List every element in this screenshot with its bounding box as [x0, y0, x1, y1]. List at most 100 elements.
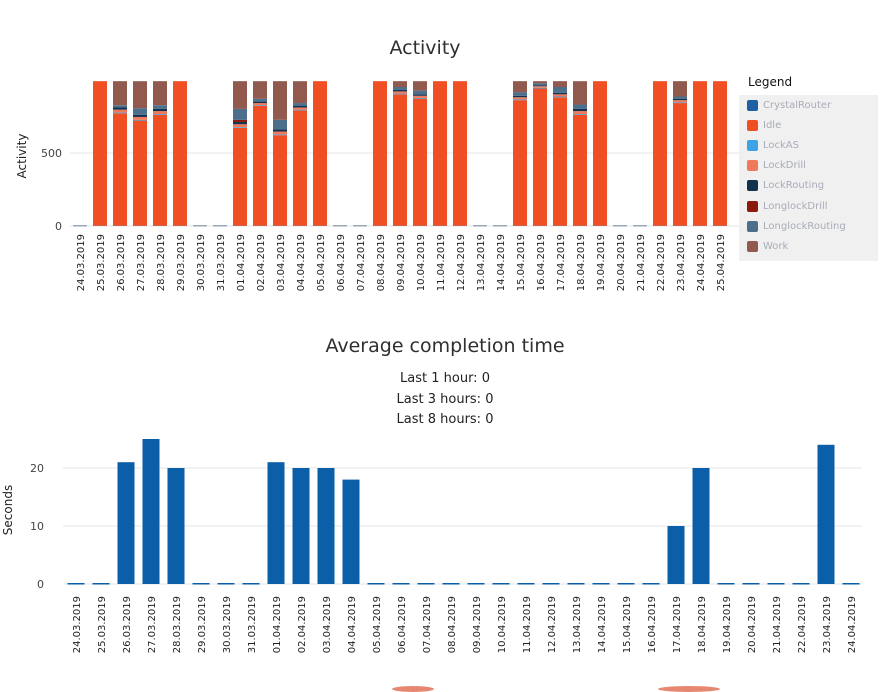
- bar-segment-lockas: [673, 102, 687, 103]
- x-tick-label: 06.04.2019: [336, 234, 347, 291]
- bar-segment-lockdrill: [413, 96, 427, 98]
- x-tick-label: 17.04.2019: [556, 234, 567, 291]
- bottom-chart-hint: [392, 686, 434, 692]
- bar: [568, 583, 585, 585]
- x-tick-label: 14.04.2019: [597, 596, 608, 653]
- bar-segment-idle: [253, 106, 267, 226]
- bar: [368, 583, 385, 585]
- x-tick-label: 25.04.2019: [716, 234, 727, 291]
- legend-item-lockas[interactable]: LockAS: [747, 138, 799, 152]
- completion-chart-title: Average completion time: [0, 335, 890, 357]
- x-tick-label: 07.04.2019: [356, 234, 367, 291]
- legend-item-lockrouting[interactable]: LockRouting: [747, 179, 824, 193]
- legend-item-work[interactable]: Work: [747, 239, 788, 253]
- bar-segment-lockdrill: [233, 124, 247, 127]
- x-tick-label: 29.03.2019: [197, 596, 208, 653]
- x-tick-label: 12.04.2019: [547, 596, 558, 653]
- bar-segment-idle: [373, 81, 387, 226]
- bar-segment-lockrouting: [253, 102, 267, 103]
- bar-segment-longlockrouting: [553, 87, 567, 93]
- x-tick-label: 09.04.2019: [396, 234, 407, 291]
- y-tick-label: 0: [37, 578, 44, 591]
- bar-segment-work: [673, 81, 687, 96]
- x-tick-label: 30.03.2019: [196, 234, 207, 291]
- x-tick-label: 21.04.2019: [636, 234, 647, 291]
- bar-segment-lockrouting: [573, 109, 587, 111]
- x-tick-label: 19.04.2019: [722, 596, 733, 653]
- bar-segment-lockrouting: [113, 107, 127, 109]
- bar-segment-longlockrouting: [413, 91, 427, 95]
- bar: [643, 583, 660, 585]
- legend-item-longlockdrill[interactable]: LonglockDrill: [747, 199, 828, 213]
- legend-swatch: [747, 201, 758, 212]
- bar-segment-lockas: [553, 96, 567, 97]
- legend-label: LockRouting: [763, 180, 824, 191]
- bar-segment-longlockrouting: [153, 105, 167, 109]
- bar-segment-longlockrouting: [253, 99, 267, 102]
- bar: [193, 583, 210, 585]
- bar-segment-lockrouting: [553, 93, 567, 94]
- x-tick-label: 25.03.2019: [96, 234, 107, 291]
- bar-segment-lockdrill: [393, 91, 407, 93]
- legend-item-idle[interactable]: Idle: [747, 118, 781, 132]
- bar-segment-lockas: [233, 127, 247, 128]
- x-tick-label: 31.03.2019: [247, 596, 258, 653]
- legend-swatch: [747, 160, 758, 171]
- x-tick-label: 05.04.2019: [316, 234, 327, 291]
- bar-segment-idle: [133, 121, 147, 226]
- bar-segment-idle: [713, 81, 727, 226]
- bar-segment-lockrouting: [153, 109, 167, 111]
- bar-segment-idle: [173, 81, 187, 226]
- x-tick-label: 11.04.2019: [522, 596, 533, 653]
- bar-segment-idle: [153, 115, 167, 226]
- x-tick-label: 16.04.2019: [647, 596, 658, 653]
- bar: [818, 445, 835, 584]
- x-tick-label: 01.04.2019: [236, 234, 247, 291]
- x-tick-label: 17.04.2019: [672, 596, 683, 653]
- legend-swatch: [747, 221, 758, 232]
- bar-segment-work: [113, 81, 127, 105]
- activity-chart-title: Activity: [0, 37, 870, 59]
- legend-label: Work: [763, 241, 788, 252]
- bar-segment-lockdrill: [293, 107, 307, 109]
- y-tick-label: 500: [41, 147, 62, 160]
- bar: [768, 583, 785, 585]
- bar-segment-lockrouting: [273, 129, 287, 131]
- bar: [293, 468, 310, 584]
- x-tick-label: 27.03.2019: [136, 234, 147, 291]
- legend-swatch: [747, 241, 758, 252]
- bar-segment-lockdrill: [673, 100, 687, 102]
- bar-segment-lockdrill: [273, 132, 287, 135]
- bar-segment-idle: [413, 99, 427, 226]
- legend-swatch: [747, 120, 758, 131]
- x-tick-label: 31.03.2019: [216, 234, 227, 291]
- bar-segment-work: [233, 81, 247, 109]
- bar-segment-work: [513, 81, 527, 92]
- stat-last-1-hour: Last 1 hour: 0: [0, 371, 890, 386]
- bar-segment-longlockrouting: [133, 108, 147, 115]
- bar-segment-idle: [113, 113, 127, 225]
- x-tick-label: 18.04.2019: [576, 234, 587, 291]
- x-tick-label: 26.03.2019: [122, 596, 133, 653]
- x-tick-label: 23.04.2019: [822, 596, 833, 653]
- x-tick-label: 22.04.2019: [656, 234, 667, 291]
- x-tick-label: 02.04.2019: [297, 596, 308, 653]
- bar-segment-lockdrill: [133, 117, 147, 120]
- bar-empty: [493, 225, 507, 227]
- x-tick-label: 03.04.2019: [276, 234, 287, 291]
- legend-item-longlockrouting[interactable]: LonglockRouting: [747, 219, 846, 233]
- bar: [843, 583, 860, 585]
- bar-segment-lockas: [513, 99, 527, 100]
- legend-item-crystalrouter[interactable]: CrystalRouter: [747, 98, 831, 112]
- bar-segment-idle: [653, 81, 667, 226]
- bar: [93, 583, 110, 585]
- stat-last-3-hours: Last 3 hours: 0: [0, 392, 890, 407]
- x-tick-label: 25.03.2019: [97, 596, 108, 653]
- bar-segment-idle: [293, 110, 307, 225]
- bar-segment-work: [253, 81, 267, 99]
- bar-segment-work: [273, 81, 287, 120]
- legend-item-lockdrill[interactable]: LockDrill: [747, 159, 806, 173]
- bar-segment-lockrouting: [293, 106, 307, 107]
- bar-segment-idle: [673, 103, 687, 226]
